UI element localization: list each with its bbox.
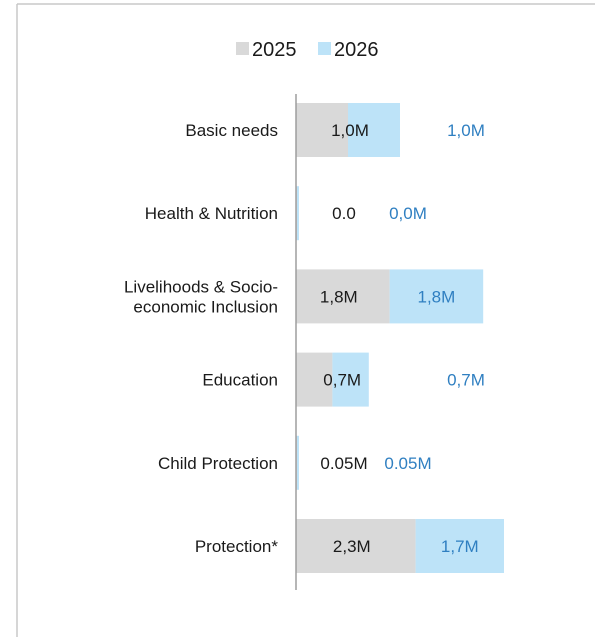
plot-area: 1,0M 1,0M 0.0 0,0M 1,8M 1,8M 0,7M 0,7M 0.05M 0.05… (296, 103, 504, 573)
legend-swatch-2026 (318, 42, 331, 55)
category-label-5: Protection* (195, 537, 279, 556)
bar-2026-0 (348, 103, 400, 157)
data-label-2025-2: 1,8M (320, 287, 358, 306)
bar-2025-0 (296, 103, 348, 157)
bar-2026-2 (389, 269, 484, 324)
data-label-2026-2: 1,8M (418, 287, 456, 306)
category-label-2: Livelihoods & Socio-economic Inclusion (124, 277, 278, 316)
legend-label-2025: 2025 (252, 39, 297, 61)
category-axis-labels: Basic needs Health & Nutrition Livelihoods… (124, 121, 278, 556)
bar-2025-3 (296, 352, 333, 407)
category-label-1: Health & Nutrition (145, 204, 278, 223)
data-label-2026-5: 1,7M (441, 537, 479, 556)
data-label-2026-4: 0.05M (384, 454, 431, 473)
legend-swatch-2025 (236, 42, 249, 55)
category-label-3: Education (202, 371, 278, 390)
bar-2026-3 (332, 352, 369, 407)
data-label-2026-1: 0,0M (389, 204, 427, 223)
bar-2025-2 (296, 269, 390, 324)
legend: 2025 2026 (236, 39, 379, 61)
bar-2026-1 (297, 186, 299, 241)
category-label-0: Basic needs (185, 121, 278, 140)
data-label-2026-3: 0,7M (447, 371, 485, 390)
data-label-2025-4: 0.05M (320, 454, 367, 473)
bar-2026-4 (297, 435, 299, 490)
data-label-2026-0: 1,0M (447, 121, 485, 140)
data-label-2025-1: 0.0 (332, 204, 356, 223)
legend-label-2026: 2026 (334, 39, 379, 61)
data-label-2025-5: 2,3M (333, 537, 371, 556)
data-label-2025-3: 0,7M (323, 371, 361, 390)
bar-2025-5 (296, 519, 416, 573)
bar-2026-5 (415, 519, 504, 573)
data-label-2025-0: 1,0M (331, 121, 369, 140)
category-label-4: Child Protection (158, 454, 278, 473)
